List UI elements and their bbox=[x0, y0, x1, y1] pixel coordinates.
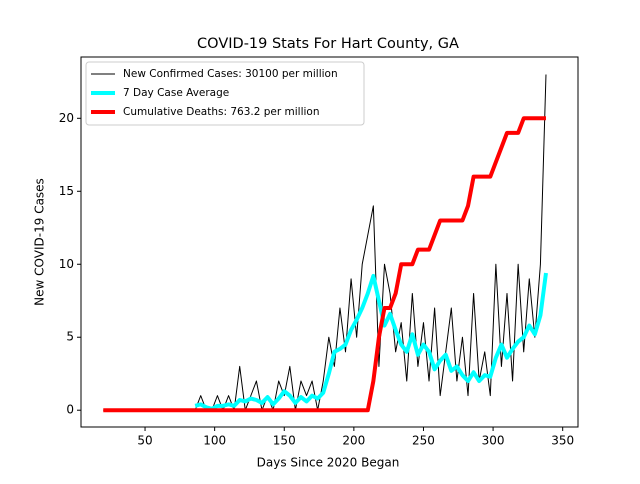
y-tick-label: 5 bbox=[66, 330, 74, 344]
x-tick-label: 350 bbox=[551, 434, 574, 448]
x-tick-label: 50 bbox=[137, 434, 152, 448]
y-tick-label: 0 bbox=[66, 403, 74, 417]
x-tick-label: 250 bbox=[412, 434, 435, 448]
y-tick-label: 20 bbox=[59, 111, 74, 125]
y-tick-label: 10 bbox=[59, 257, 74, 271]
x-tick-label: 150 bbox=[273, 434, 296, 448]
y-tick-label: 15 bbox=[59, 184, 74, 198]
x-tick-label: 100 bbox=[203, 434, 226, 448]
legend-label: 7 Day Case Average bbox=[123, 87, 229, 99]
series-line bbox=[194, 272, 548, 411]
x-tick-label: 300 bbox=[482, 434, 505, 448]
legend-label: New Confirmed Cases: 30100 per million bbox=[123, 68, 338, 80]
legend-box bbox=[85, 61, 365, 126]
y-axis-label: New COVID-19 Cases bbox=[33, 178, 47, 306]
x-tick-label: 200 bbox=[342, 434, 365, 448]
series-line bbox=[103, 116, 546, 413]
chart-title: COVID-19 Stats For Hart County, GA bbox=[197, 36, 459, 52]
legend-label: Cumulative Deaths: 763.2 per million bbox=[123, 106, 320, 118]
x-axis-label: Days Since 2020 Began bbox=[257, 456, 400, 470]
plot-frame bbox=[80, 56, 579, 428]
